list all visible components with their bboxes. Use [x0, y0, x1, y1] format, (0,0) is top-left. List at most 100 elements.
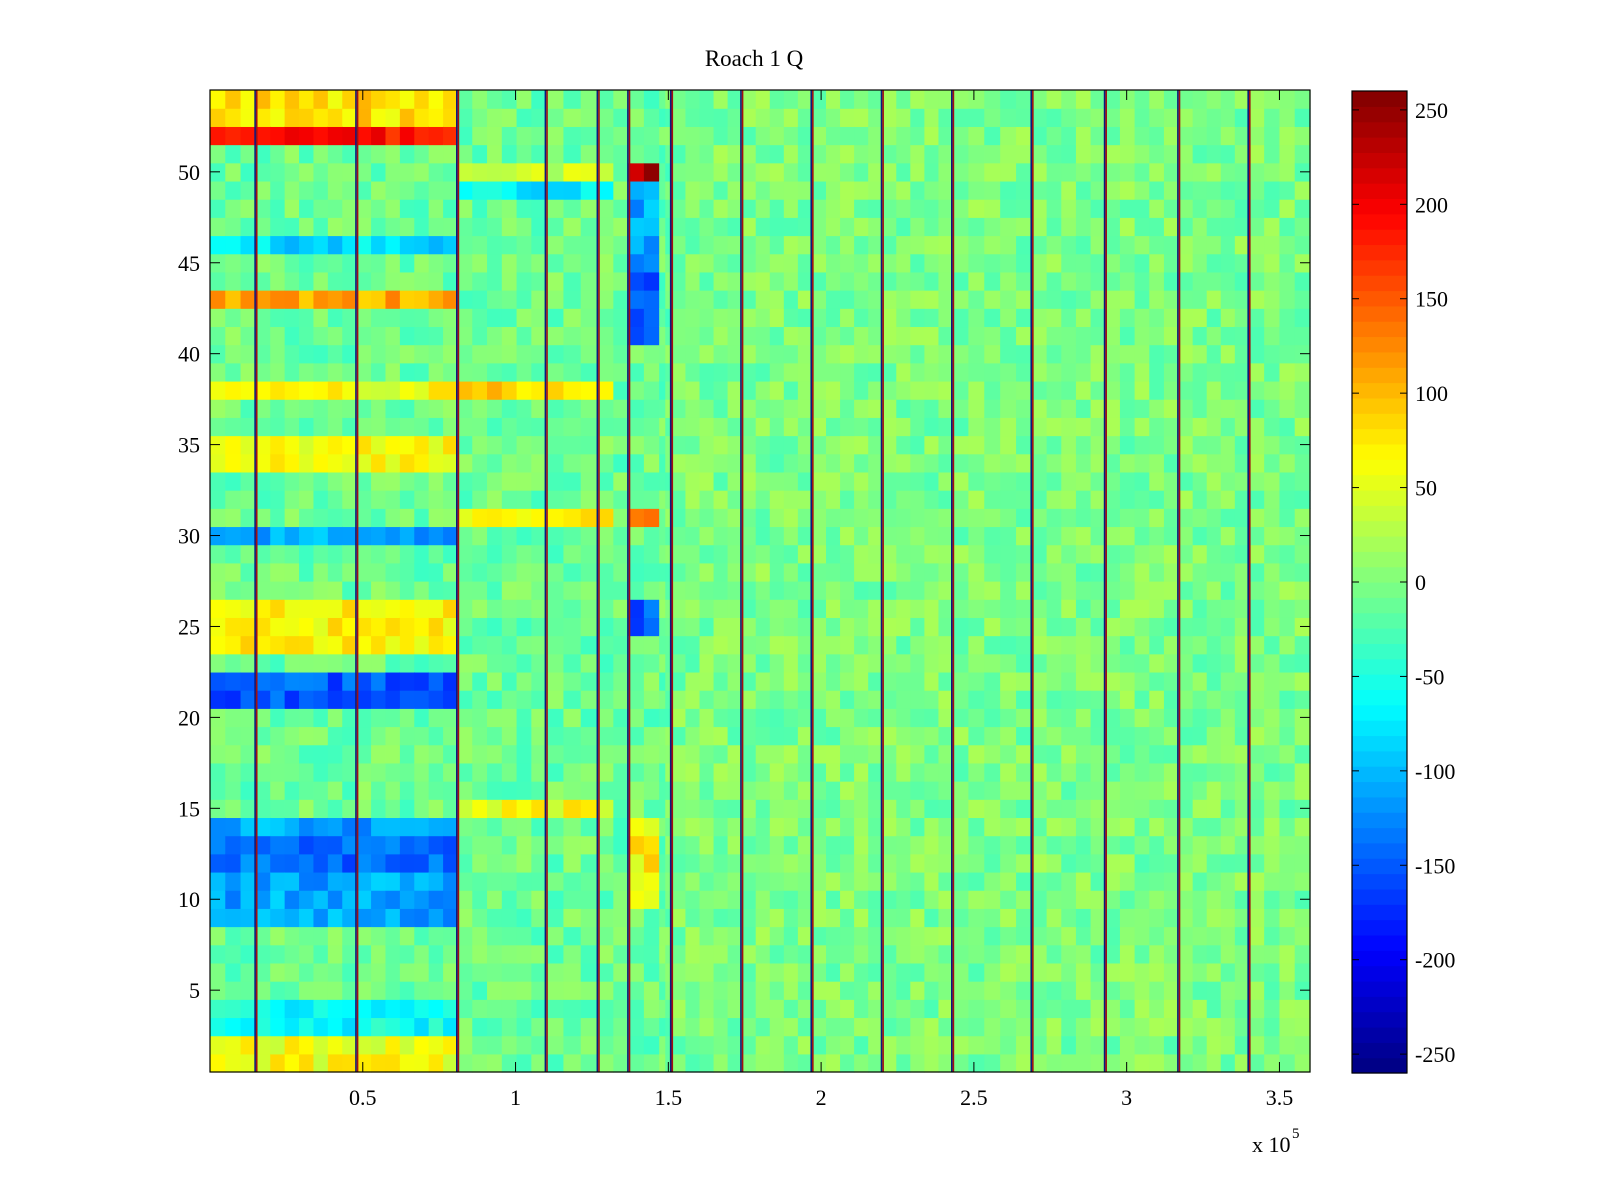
heatmap-cell: [546, 1017, 565, 1037]
heatmap-cell: [613, 926, 630, 946]
heatmap-cell: [671, 144, 687, 164]
heatmap-cell: [210, 1053, 226, 1073]
heatmap-cell: [546, 435, 565, 455]
heatmap-cell: [659, 562, 666, 582]
heatmap-cell: [924, 744, 940, 764]
heatmap-cell: [910, 908, 925, 928]
heatmap-cell: [531, 762, 547, 782]
heatmap-cell: [1248, 417, 1265, 437]
heatmap-cell: [1178, 108, 1194, 127]
heatmap-cell: [868, 399, 883, 418]
heatmap-cell: [755, 1053, 771, 1073]
heatmap-cell: [840, 471, 855, 491]
x-tick-label: 1: [510, 1085, 521, 1110]
heatmap-cell: [741, 90, 757, 109]
heatmap-cell: [1220, 871, 1236, 891]
heatmap-cell: [643, 581, 660, 600]
heatmap-cell: [255, 526, 271, 546]
heatmap-cell: [727, 362, 743, 382]
heatmap-cell: [1234, 362, 1250, 382]
heatmap-cell: [1192, 162, 1208, 182]
heatmap-cell: [598, 271, 614, 291]
heatmap-cell: [443, 199, 459, 218]
heatmap-cell: [1178, 635, 1194, 655]
heatmap-cell: [952, 490, 969, 509]
heatmap-cell: [713, 635, 729, 655]
heatmap-cell: [755, 253, 771, 273]
heatmap-cell: [1105, 380, 1121, 400]
heatmap-cell: [240, 180, 257, 200]
heatmap-cell: [1294, 671, 1311, 691]
heatmap-cell: [443, 417, 459, 437]
heatmap-cell: [699, 871, 715, 891]
heatmap-cell: [240, 217, 257, 237]
heatmap-cell: [1016, 635, 1033, 655]
heatmap-cell: [665, 726, 672, 746]
heatmap-cell: [457, 271, 473, 291]
segment-boundary-lines: [254, 90, 1251, 1072]
heatmap-cell: [210, 581, 226, 600]
heatmap-cell: [882, 344, 897, 364]
heatmap-cell: [240, 417, 257, 437]
heatmap-cell: [1234, 708, 1250, 728]
heatmap-cell: [1248, 271, 1265, 291]
heatmap-cell: [1220, 253, 1236, 273]
heatmap-cell: [580, 90, 599, 109]
heatmap-cell: [299, 108, 315, 127]
heatmap-cell: [225, 144, 242, 164]
heatmap-cell: [968, 999, 985, 1019]
heatmap-cell: [1046, 544, 1062, 564]
heatmap-cell: [671, 581, 687, 600]
heatmap-cell: [399, 417, 415, 437]
heatmap-cell: [783, 526, 799, 546]
heatmap-cell: [284, 544, 300, 564]
heatmap-cell: [826, 762, 841, 782]
heatmap-cell: [797, 380, 813, 400]
heatmap-cell: [1234, 271, 1250, 291]
heatmap-cell: [727, 417, 743, 437]
heatmap-cell: [1119, 671, 1136, 691]
heatmap-cell: [783, 562, 799, 582]
heatmap-cell: [727, 199, 743, 218]
heatmap-cell: [1206, 1035, 1222, 1055]
heatmap-cell: [371, 235, 387, 255]
heatmap-cell: [1031, 435, 1048, 455]
heatmap-cell: [472, 417, 488, 437]
heatmap-cell: [924, 417, 940, 437]
heatmap-cell: [472, 762, 488, 782]
heatmap-cell: [1149, 508, 1165, 528]
heatmap-cell: [371, 690, 387, 709]
heatmap-cell: [1163, 617, 1180, 637]
heatmap-cell: [1279, 671, 1296, 691]
heatmap-cell: [1000, 762, 1017, 782]
heatmap-cell: [643, 981, 660, 1000]
heatmap-cell: [685, 126, 701, 146]
heatmap-cell: [968, 799, 985, 819]
heatmap-cell: [1046, 981, 1062, 1000]
heatmap-cell: [1264, 453, 1281, 473]
heatmap-cell: [1294, 126, 1311, 146]
heatmap-cell: [399, 235, 415, 255]
heatmap-cell: [225, 490, 242, 509]
heatmap-cell: [984, 762, 1001, 782]
heatmap-cell: [1134, 344, 1150, 364]
heatmap-cell: [659, 471, 666, 491]
heatmap-cell: [1119, 817, 1136, 837]
heatmap-cell: [1031, 926, 1048, 946]
heatmap-cell: [531, 526, 547, 546]
heatmap-cell: [1206, 471, 1222, 491]
heatmap-cell: [598, 581, 614, 600]
heatmap-cell: [284, 999, 300, 1019]
heatmap-cell: [1163, 726, 1180, 746]
heatmap-cell: [910, 380, 925, 400]
heatmap-cell: [385, 508, 401, 528]
heatmap-cell: [356, 217, 372, 237]
heatmap-cell: [1119, 126, 1136, 146]
heatmap-cell: [598, 362, 614, 382]
heatmap-cell: [924, 180, 940, 200]
heatmap-cell: [613, 108, 630, 127]
heatmap-cell: [984, 326, 1001, 346]
heatmap-cell: [1220, 708, 1236, 728]
heatmap-cell: [1294, 453, 1311, 473]
heatmap-cell: [342, 981, 358, 1000]
